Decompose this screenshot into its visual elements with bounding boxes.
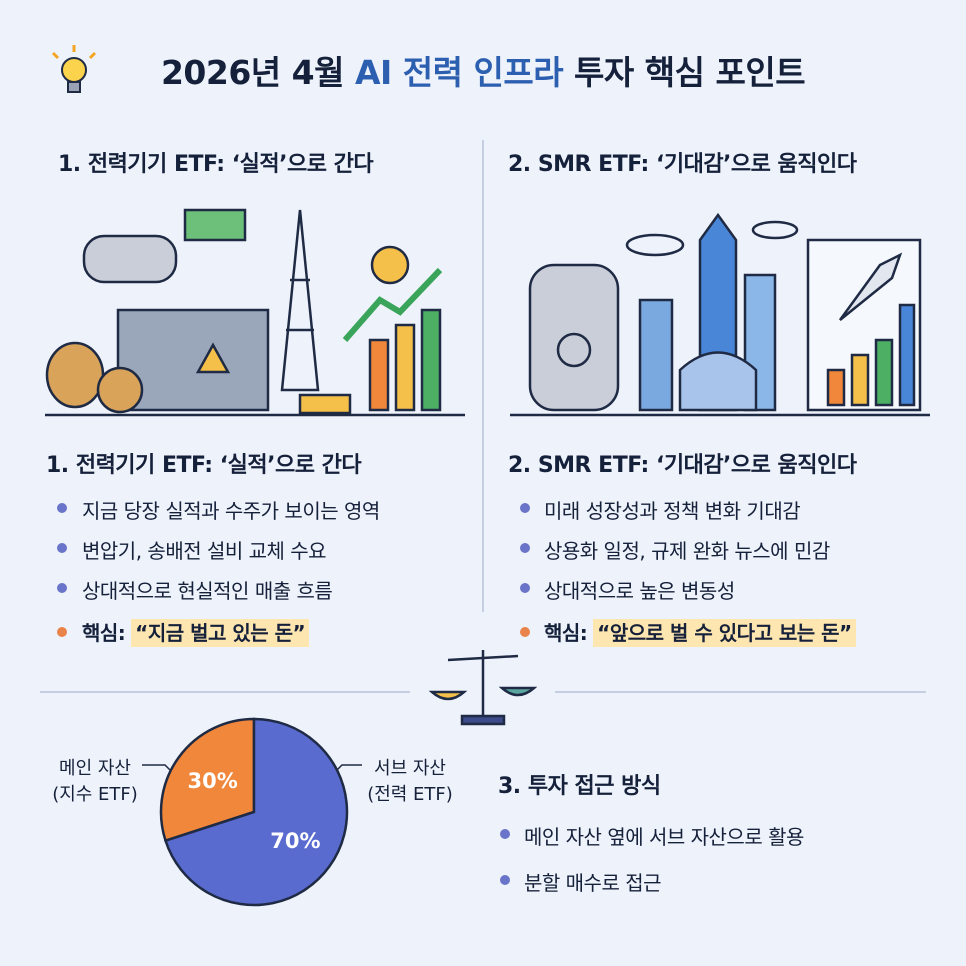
bullet-dot bbox=[57, 627, 67, 637]
category-note: (지수 ETF) bbox=[52, 784, 138, 805]
slice-label: 30% bbox=[187, 769, 237, 793]
pie-slice bbox=[163, 717, 349, 907]
bullet-text: 상대적으로 높은 변동성 bbox=[544, 579, 735, 603]
key-text: “지금 벌고 있는 돈” bbox=[131, 619, 310, 647]
page-title: 2026년 4월 AI 전력 인프라 투자 핵심 포인트 bbox=[0, 46, 966, 94]
title-text: 투자 핵심 포인트 bbox=[563, 53, 806, 92]
bullet-dot bbox=[57, 583, 67, 593]
pie-category: 서브 자산 (전력 ETF) bbox=[355, 754, 465, 806]
bullet-text: 상용화 일정, 규제 완화 뉴스에 민감 bbox=[544, 539, 830, 563]
power-equipment-illustration bbox=[45, 208, 465, 417]
bullet-text: 변압기, 송배전 설비 교체 수요 bbox=[82, 539, 327, 563]
key-point: 핵심: “지금 벌고 있는 돈” bbox=[82, 617, 310, 647]
bullet-text: 지금 당장 실적과 수주가 보이는 영역 bbox=[82, 499, 380, 523]
slice-label: 70% bbox=[270, 829, 320, 853]
title-text: 2026년 4월 bbox=[160, 53, 355, 92]
bullet-dot bbox=[520, 583, 530, 593]
bullet-text: 분할 매수로 접근 bbox=[524, 871, 662, 895]
bullet-text: 메인 자산 옆에 서브 자산으로 활용 bbox=[524, 825, 804, 849]
key-label: 핵심: bbox=[544, 621, 588, 645]
section-heading: 2. SMR ETF: ‘기대감’으로 움직인다 bbox=[508, 453, 857, 478]
smr-illustration bbox=[510, 212, 930, 417]
section-heading: 1. 전력기기 ETF: ‘실적’으로 간다 bbox=[58, 152, 374, 177]
category-note: (전력 ETF) bbox=[367, 784, 453, 805]
title-highlight: AI 전력 인프라 bbox=[354, 53, 564, 92]
section-heading: 3. 투자 접근 방식 bbox=[498, 774, 661, 799]
section-heading: 2. SMR ETF: ‘기대감’으로 움직인다 bbox=[508, 152, 857, 177]
key-point: 핵심: “앞으로 벌 수 있다고 보는 돈” bbox=[544, 617, 856, 647]
bullet-text: 상대적으로 현실적인 매출 흐름 bbox=[82, 579, 333, 603]
pie-slice bbox=[159, 717, 256, 843]
category-label: 메인 자산 bbox=[59, 758, 131, 779]
pie-category: 메인 자산 (지수 ETF) bbox=[40, 754, 150, 806]
pie-chart: 30% 70% bbox=[159, 717, 349, 907]
lightbulb-icon bbox=[51, 45, 97, 93]
bullet-dot bbox=[500, 829, 510, 839]
bullet-dot bbox=[500, 875, 510, 885]
bullet-text: 미래 성장성과 정책 변화 기대감 bbox=[544, 499, 801, 523]
balance-icon bbox=[428, 650, 538, 726]
bullet-dot bbox=[520, 627, 530, 637]
key-label: 핵심: bbox=[82, 621, 126, 645]
key-text: “앞으로 벌 수 있다고 보는 돈” bbox=[593, 619, 856, 647]
bullet-dot bbox=[57, 543, 67, 553]
bullet-dot bbox=[57, 503, 67, 513]
category-label: 서브 자산 bbox=[374, 758, 446, 779]
bullet-dot bbox=[520, 503, 530, 513]
section-heading: 1. 전력기기 ETF: ‘실적’으로 간다 bbox=[46, 453, 362, 478]
bullet-dot bbox=[520, 543, 530, 553]
